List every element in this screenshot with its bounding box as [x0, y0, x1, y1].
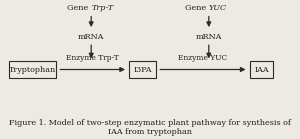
Text: Trp-T: Trp-T: [91, 4, 113, 12]
Text: IAA from tryptophan: IAA from tryptophan: [108, 128, 192, 136]
Text: Gene: Gene: [185, 4, 209, 12]
Text: YUC: YUC: [209, 4, 227, 12]
Text: Tryptophan: Tryptophan: [9, 65, 56, 74]
Text: I3PA: I3PA: [134, 65, 152, 74]
Text: mRNA: mRNA: [196, 33, 222, 41]
Text: Figure 1. Model of two-step enzymatic plant pathway for synthesis of: Figure 1. Model of two-step enzymatic pl…: [9, 119, 291, 127]
Bar: [129, 61, 156, 78]
Text: IAA: IAA: [254, 65, 269, 74]
Text: Enzyme Trp-T: Enzyme Trp-T: [66, 54, 119, 62]
Bar: [9, 61, 56, 78]
Text: Enzyme YUC: Enzyme YUC: [178, 54, 227, 62]
Text: mRNA: mRNA: [78, 33, 104, 41]
Bar: [250, 61, 274, 78]
Text: Gene: Gene: [68, 4, 91, 12]
